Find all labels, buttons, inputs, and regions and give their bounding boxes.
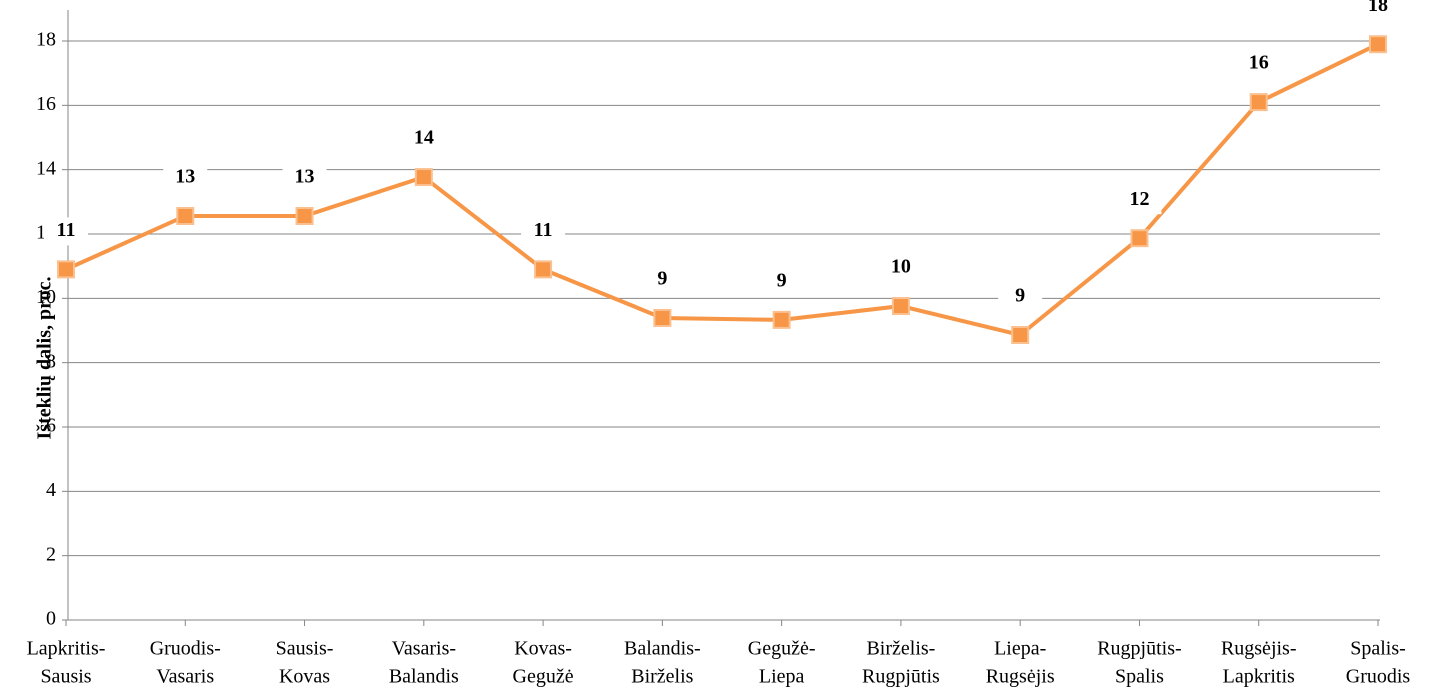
- data-label: 13: [295, 166, 315, 188]
- y-tick-label: 6: [46, 415, 56, 437]
- y-tick-label: 2: [46, 543, 56, 565]
- x-tick-label: Kovas-: [514, 638, 572, 660]
- data-label-bg: [1236, 50, 1281, 79]
- y-tick-label: 18: [36, 29, 56, 51]
- x-tick-label: Lapkritis: [1223, 666, 1295, 688]
- marker: [891, 297, 910, 316]
- data-label-bg: [878, 254, 923, 283]
- x-tick-label: Birželis-: [866, 638, 935, 660]
- x-tick-label: Sausis: [40, 666, 91, 688]
- data-label-bg: [640, 265, 685, 294]
- x-tick-label: Rugsėjis: [986, 666, 1055, 688]
- data-label: 9: [1015, 285, 1025, 307]
- marker: [1369, 35, 1387, 54]
- x-tick-label: Balandis: [389, 666, 459, 688]
- marker: [534, 260, 553, 279]
- x-tick-label: Rugsėjis-: [1221, 638, 1297, 660]
- x-tick-label: Balandis-: [624, 638, 701, 660]
- x-tick-label: Spalis: [1115, 666, 1164, 688]
- x-tick-label: Gruodis-: [150, 638, 221, 660]
- y-tick-label: 4: [46, 479, 56, 501]
- x-tick-label: Birželis: [631, 666, 693, 688]
- data-label-bg: [1117, 186, 1162, 215]
- data-label-bg: [282, 163, 327, 192]
- data-label-bg: [759, 267, 804, 296]
- marker: [772, 310, 791, 329]
- marker: [414, 168, 433, 187]
- data-label: 10: [891, 256, 911, 278]
- x-tick-label: Rugpjūtis-: [1097, 638, 1181, 660]
- data-line: [65, 42, 1379, 338]
- data-label: 16: [1249, 52, 1269, 74]
- y-tick-label: 14: [36, 157, 56, 179]
- x-tick-label: Gegužė-: [748, 638, 816, 660]
- data-label: 12: [1129, 188, 1149, 210]
- data-label: 13: [175, 166, 195, 188]
- x-tick-label: Rugpjūtis: [862, 666, 940, 688]
- data-label-bg: [998, 283, 1043, 312]
- data-label: 11: [57, 219, 76, 241]
- x-tick-label: Gruodis: [1346, 666, 1411, 688]
- data-label: 14: [414, 127, 434, 149]
- marker: [176, 206, 195, 225]
- x-tick-label: Vasaris-: [392, 638, 456, 660]
- data-label-bg: [1356, 0, 1400, 21]
- x-tick-label: Spalis-: [1350, 638, 1406, 660]
- marker: [295, 206, 314, 225]
- x-tick-label: Liepa: [759, 666, 805, 688]
- marker: [1130, 229, 1149, 248]
- x-tick-label: Sausis-: [276, 638, 334, 660]
- data-label: 9: [777, 269, 787, 291]
- data-label-bg: [401, 125, 446, 154]
- x-tick-label: Kovas: [279, 666, 330, 688]
- y-tick-label: 10: [36, 286, 56, 308]
- x-tick-label: Vasaris: [156, 666, 214, 688]
- x-tick-label: Liepa-: [994, 638, 1046, 660]
- y-tick-label: 0: [46, 608, 56, 630]
- marker: [653, 308, 672, 327]
- marker: [1249, 93, 1268, 112]
- marker: [57, 260, 75, 279]
- y-tick-label: 16: [36, 93, 56, 115]
- data-label-bg: [521, 217, 566, 246]
- marker: [1011, 326, 1030, 345]
- x-tick-label: Lapkritis-: [27, 638, 106, 660]
- data-label-bg: [44, 217, 88, 246]
- x-tick-label: Gegužė: [513, 666, 574, 688]
- data-label: 18: [1368, 0, 1388, 16]
- y-axis-label: Išteklių dalis, proc.: [34, 277, 56, 440]
- data-label: 9: [657, 268, 667, 290]
- data-label: 11: [534, 219, 553, 241]
- y-tick-label: 8: [46, 350, 56, 372]
- data-label-bg: [163, 163, 208, 192]
